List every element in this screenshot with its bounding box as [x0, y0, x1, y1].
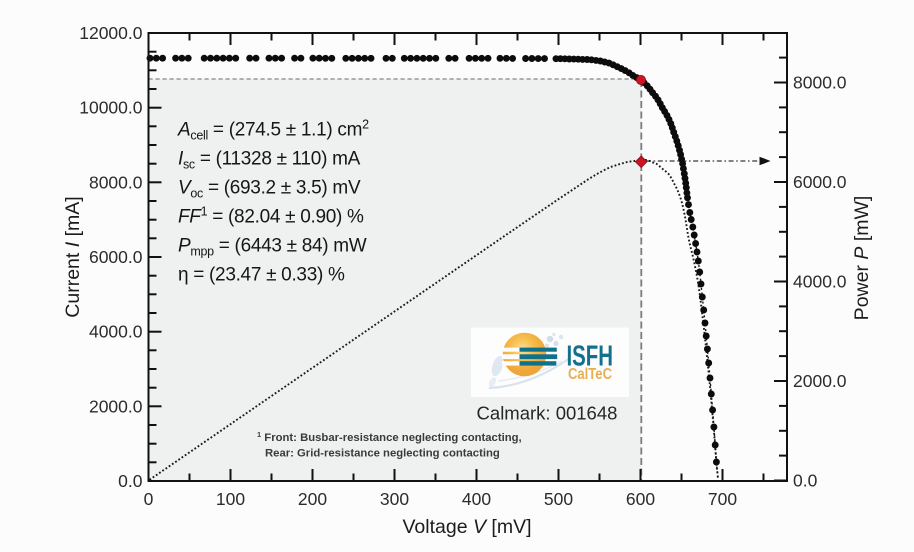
svg-text:600: 600 [626, 489, 655, 509]
svg-text:CalTeC: CalTeC [568, 366, 612, 383]
svg-text:2000.0: 2000.0 [793, 371, 847, 391]
svg-text:Current I [mA]: Current I [mA] [62, 196, 84, 317]
svg-text:6000.0: 6000.0 [793, 172, 847, 192]
svg-text:Voltage V [mV]: Voltage V [mV] [402, 516, 531, 538]
svg-text:400: 400 [462, 489, 491, 509]
svg-text:8000.0: 8000.0 [89, 172, 143, 192]
svg-text:Voc = (693.2 ± 3.5) mV: Voc = (693.2 ± 3.5) mV [178, 178, 361, 201]
svg-text:1 Front: Busbar-resistance neg: 1 Front: Busbar-resistance neglecting co… [257, 430, 522, 444]
svg-text:4000.0: 4000.0 [793, 272, 847, 292]
svg-text:Acell = (274.5 ± 1.1) cm2: Acell = (274.5 ± 1.1) cm2 [177, 118, 369, 143]
svg-text:10000.0: 10000.0 [79, 98, 143, 118]
svg-text:500: 500 [544, 489, 573, 509]
svg-text:Power P [mW]: Power P [mW] [851, 196, 873, 321]
svg-text:ISFH: ISFH [567, 341, 614, 373]
svg-text:200: 200 [298, 489, 327, 509]
svg-text:8000.0: 8000.0 [793, 73, 847, 93]
svg-text:12000.0: 12000.0 [79, 23, 143, 43]
svg-text:Calmark: 001648: Calmark: 001648 [477, 403, 618, 424]
svg-text:Isc = (11328 ± 110) mA: Isc = (11328 ± 110) mA [178, 149, 361, 172]
svg-text:300: 300 [380, 489, 409, 509]
svg-text:η = (23.47 ± 0.33) %: η = (23.47 ± 0.33) % [178, 265, 345, 286]
svg-text:FF1 = (82.04 ± 0.90) %: FF1 = (82.04 ± 0.90) % [178, 205, 364, 228]
svg-text:Pmpp = (6443 ± 84) mW: Pmpp = (6443 ± 84) mW [178, 236, 367, 259]
svg-text:0: 0 [144, 489, 154, 509]
svg-text:Rear: Grid-resistance neglecti: Rear: Grid-resistance neglecting contact… [265, 448, 500, 460]
svg-text:2000.0: 2000.0 [89, 396, 143, 416]
svg-text:700: 700 [708, 489, 737, 509]
svg-text:100: 100 [216, 489, 245, 509]
svg-text:4000.0: 4000.0 [89, 322, 143, 342]
svg-text:0.0: 0.0 [793, 471, 818, 491]
svg-text:0.0: 0.0 [118, 471, 143, 491]
svg-text:6000.0: 6000.0 [89, 247, 143, 267]
